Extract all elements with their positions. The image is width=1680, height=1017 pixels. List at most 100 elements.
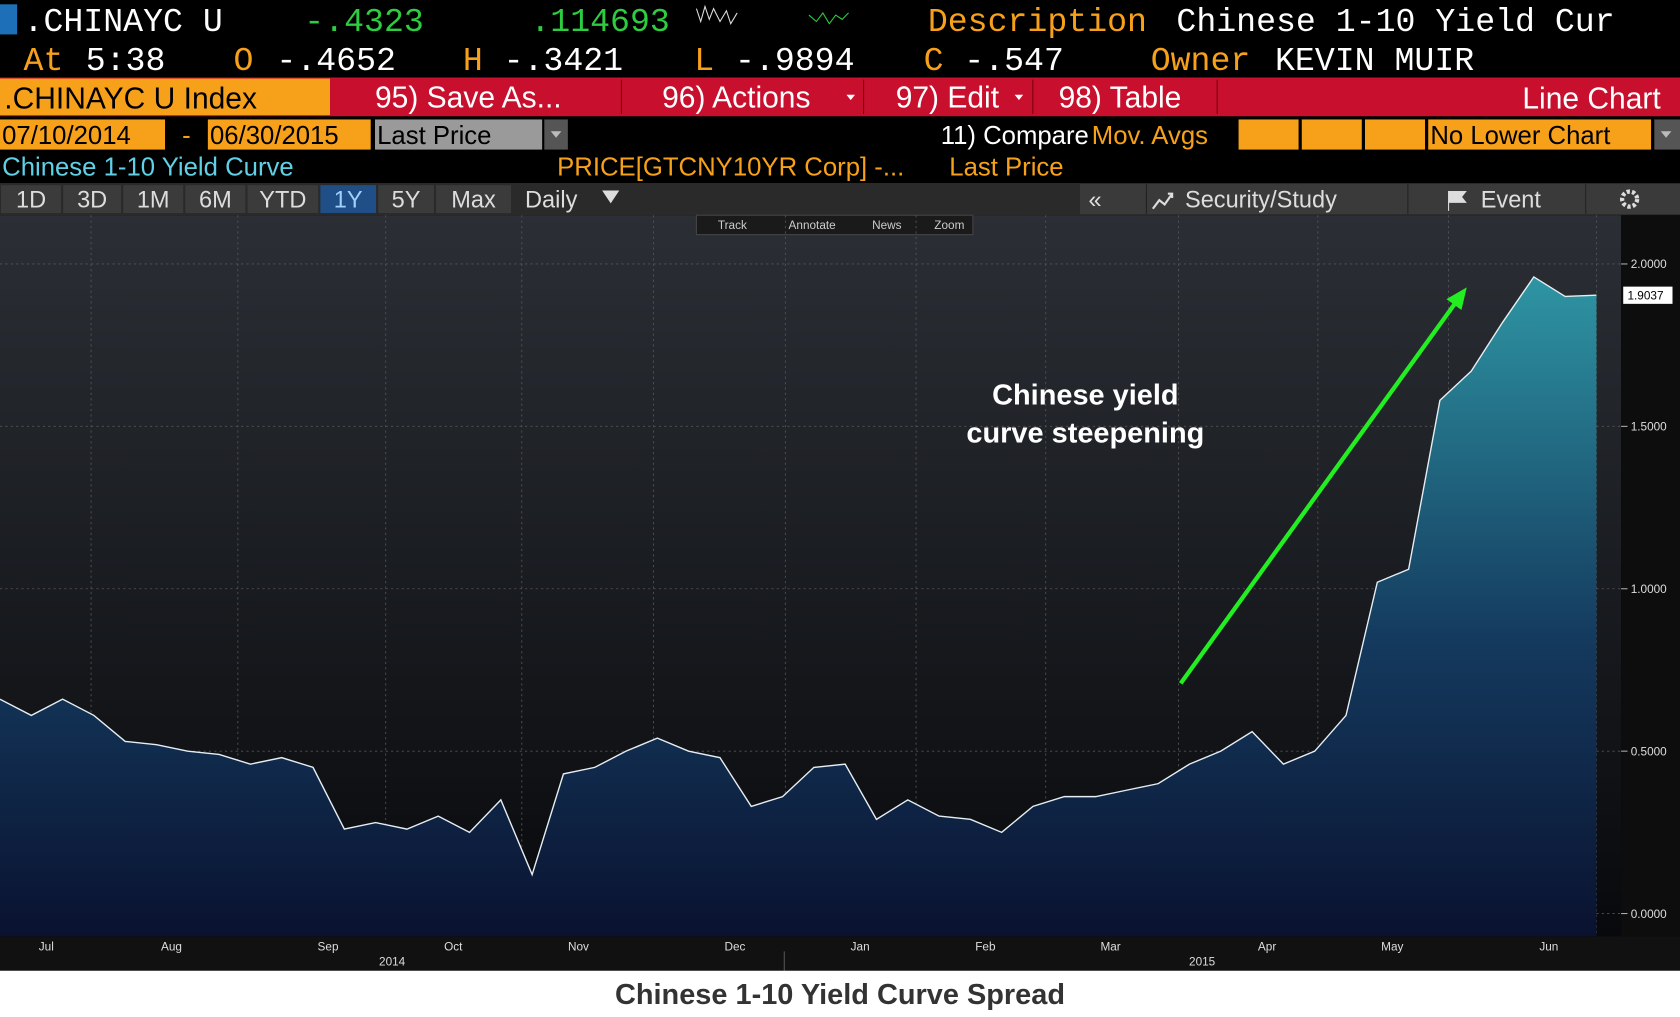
x-tick-label: Jul — [39, 939, 54, 953]
formula: PRICE[GTCNY10YR Corp] -... — [557, 153, 904, 181]
chart-type[interactable]: Line Chart — [1522, 83, 1661, 116]
security-study[interactable]: Security/Study — [1185, 188, 1337, 214]
chart-tools — [695, 214, 974, 236]
x-tick-label: Oct — [444, 939, 463, 953]
menu-button[interactable]: 97) Edit — [896, 82, 1000, 115]
area — [0, 276, 1597, 937]
y-tick-label: 1.0000 — [1631, 582, 1667, 596]
annotation: curve steepening — [966, 417, 1204, 449]
period-label[interactable]: YTD — [259, 188, 306, 214]
frequency[interactable]: Daily — [525, 188, 578, 214]
sparkline — [695, 4, 738, 25]
end-date[interactable]: 06/30/2015 — [210, 122, 339, 150]
label: Owner — [1151, 42, 1251, 80]
chart-tool[interactable]: Annotate — [789, 218, 837, 232]
chart-tool[interactable]: Track — [718, 218, 747, 232]
flag-icon — [1448, 191, 1467, 211]
description: Chinese 1-10 Yield Cur — [1176, 3, 1614, 41]
menu-button[interactable]: 96) Actions — [662, 82, 810, 115]
chart-menu — [1080, 184, 1680, 215]
start-date-field[interactable] — [0, 119, 165, 150]
time: 5:38 — [86, 42, 166, 80]
separator: - — [182, 122, 191, 150]
ticker: .CHINAYC U — [24, 3, 223, 41]
chart-tool[interactable]: Zoom — [934, 218, 964, 232]
period-label[interactable]: 5Y — [392, 188, 421, 214]
x-axis-area — [0, 936, 1680, 971]
owner: KEVIN MUIR — [1275, 42, 1474, 80]
start-date[interactable]: 07/10/2014 — [2, 122, 131, 150]
mov-avg-field[interactable] — [1365, 119, 1425, 150]
collapse[interactable]: « — [1088, 188, 1101, 214]
period-label[interactable]: Max — [451, 188, 496, 214]
x-group-label: 2015 — [1189, 954, 1216, 968]
study-icon — [1152, 192, 1174, 210]
y-tick-label: 0.5000 — [1631, 744, 1667, 758]
period-label[interactable]: 3D — [77, 188, 107, 214]
chart-title: Chinese 1-10 Yield Curve Spread — [615, 979, 1065, 1011]
field: Last Price — [949, 153, 1063, 181]
period-button[interactable] — [247, 185, 319, 214]
label: Description — [928, 3, 1147, 41]
period-button[interactable] — [1, 185, 62, 214]
line — [0, 276, 1597, 877]
mov-avg-field[interactable] — [1238, 119, 1299, 150]
close: -.547 — [964, 42, 1064, 80]
lower-chart[interactable]: No Lower Chart — [1430, 122, 1610, 150]
volume: .114693 — [530, 3, 669, 41]
x-tick-label: Feb — [975, 939, 996, 953]
plot: 0.0000 0.5000 1.0000 1.5000 2.0000 1.9037 Jul A… — [0, 215, 1673, 1011]
period-label[interactable]: 6M — [199, 188, 232, 214]
period-button[interactable] — [378, 185, 434, 214]
period-button[interactable] — [123, 185, 184, 214]
x-tick-label: Aug — [161, 939, 182, 953]
lower-chart-select[interactable] — [1428, 119, 1652, 150]
x-tick-label: Sep — [318, 939, 339, 953]
x-group-label: 2014 — [379, 954, 406, 968]
caption-area — [0, 970, 1680, 1017]
caret — [602, 190, 620, 204]
change: -.4323 — [304, 3, 424, 41]
y-axis-area — [1621, 215, 1680, 937]
menu-button[interactable]: 95) Save As... — [375, 82, 562, 115]
end-date-field[interactable] — [207, 119, 371, 150]
settings-icon[interactable] — [1620, 189, 1640, 209]
security[interactable]: .CHINAYC U Index — [4, 83, 257, 116]
period-label[interactable]: 1Y — [334, 188, 363, 214]
x-tick-label: Dec — [724, 939, 745, 953]
field[interactable]: Last Price — [377, 122, 491, 150]
annotation: Chinese yield — [992, 380, 1178, 412]
x-tick-label: Apr — [1258, 939, 1276, 953]
period-button[interactable] — [185, 185, 246, 214]
sparkline — [808, 11, 849, 25]
arrow-head — [1446, 287, 1467, 310]
menu-button[interactable]: 98) Table — [1059, 82, 1182, 115]
period-button[interactable] — [320, 185, 377, 214]
label: At — [24, 42, 64, 80]
compare[interactable]: 11) Compare — [941, 122, 1089, 150]
x-tick-label: Jun — [1539, 939, 1558, 953]
chart-tool[interactable]: News — [872, 218, 902, 232]
period-label[interactable]: 1D — [16, 188, 46, 214]
label: C — [924, 42, 944, 80]
label: O — [234, 42, 254, 80]
x-tick-label: Nov — [568, 939, 589, 953]
field-select[interactable] — [375, 119, 543, 150]
caret — [846, 94, 855, 101]
period-label[interactable]: 1M — [137, 188, 170, 214]
last-value-box — [1623, 286, 1673, 304]
ticker-marker — [0, 4, 18, 35]
open: -.4652 — [276, 42, 396, 80]
x-tick-label: Mar — [1100, 939, 1120, 953]
event[interactable]: Event — [1481, 188, 1542, 214]
x-tick-label: May — [1381, 939, 1403, 953]
mov-avg-field[interactable] — [1301, 119, 1362, 150]
y-tick-label: 2.0000 — [1631, 257, 1667, 271]
period-button[interactable] — [436, 185, 512, 214]
security-box[interactable] — [0, 78, 330, 116]
mov-avgs[interactable]: Mov. Avgs — [1092, 122, 1208, 150]
period-button[interactable] — [63, 185, 122, 214]
x-tick-label: Jan — [851, 939, 870, 953]
